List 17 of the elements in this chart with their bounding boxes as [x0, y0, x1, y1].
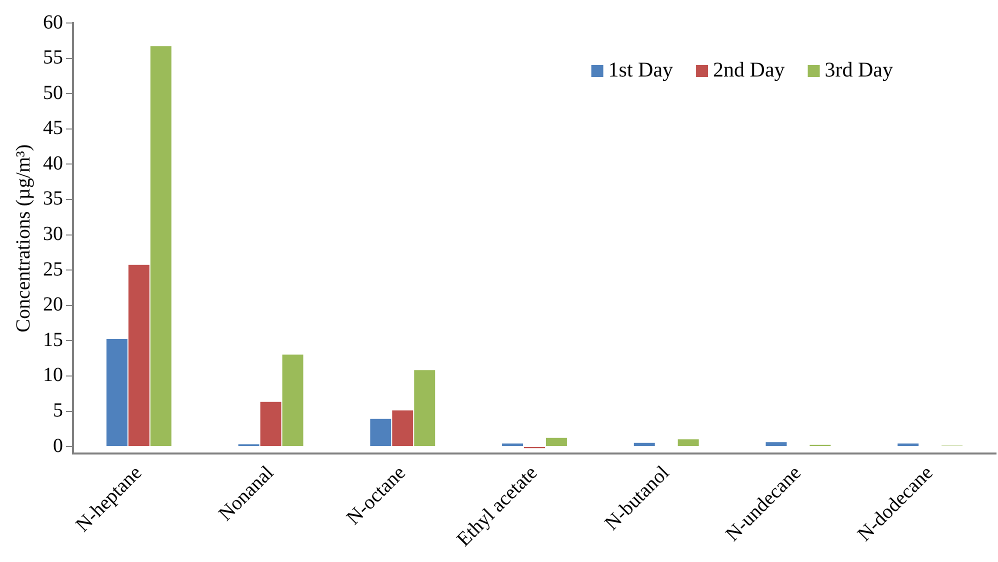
y-tick-label: 0 — [53, 434, 63, 457]
y-tick-label: 40 — [43, 152, 63, 174]
y-tick-label: 10 — [43, 364, 63, 386]
y-tick-label: 5 — [53, 400, 63, 422]
y-tick-label: 25 — [43, 258, 63, 280]
legend-label: 1st Day — [608, 58, 674, 82]
y-tick-label: 30 — [43, 223, 63, 246]
y-tick-label: 15 — [43, 328, 63, 351]
y-tick-label: 50 — [43, 82, 63, 104]
legend-label: 2nd Day — [713, 58, 786, 82]
y-tick-label: 20 — [43, 294, 63, 316]
y-tick-label: 35 — [43, 188, 63, 210]
y-tick-label: 60 — [43, 11, 63, 34]
y-tick-label: 55 — [43, 46, 63, 69]
y-axis-title: Concentrations (µg/m³) — [12, 144, 34, 332]
legend-label: 3rd Day — [824, 58, 894, 82]
y-tick-label: 45 — [43, 117, 63, 140]
